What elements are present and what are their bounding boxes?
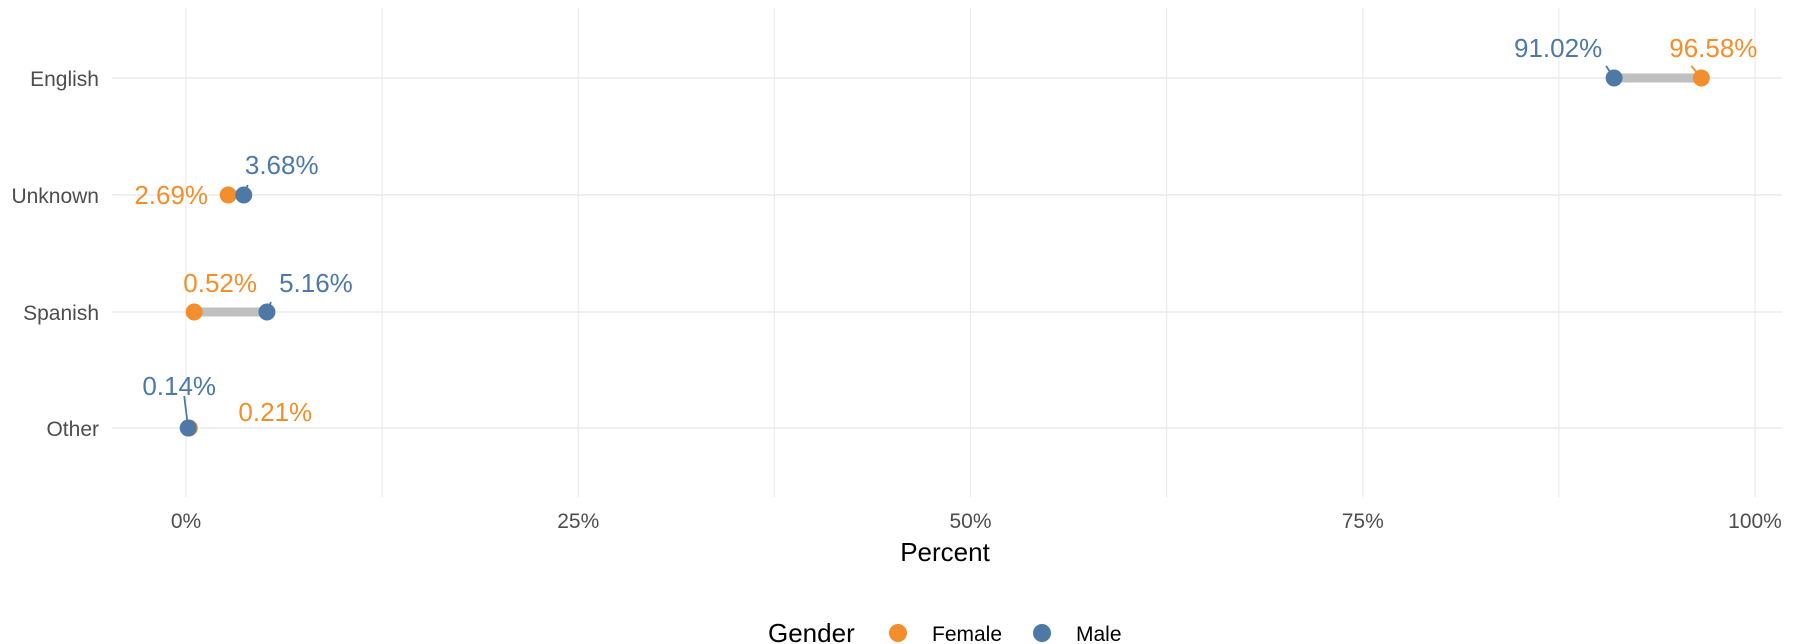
data-label-female: 0.21% — [238, 397, 312, 427]
x-tick-label: 25% — [557, 510, 599, 533]
point-male — [235, 186, 253, 204]
connector-lines — [188, 73, 1702, 433]
x-tick-label: 75% — [1342, 510, 1384, 533]
x-tick-label: 100% — [1728, 510, 1782, 533]
label-leader-lines — [183, 65, 1703, 429]
y-tick-label: Unknown — [11, 185, 99, 208]
y-tick-label: Spanish — [23, 302, 99, 325]
point-female — [1692, 69, 1710, 87]
legend-key-female — [889, 624, 907, 642]
y-tick-label: Other — [46, 418, 99, 441]
data-label-female: 96.58% — [1669, 33, 1757, 63]
y-axis-ticks: English Unknown Spanish Other — [11, 68, 99, 441]
x-tick-label: 0% — [171, 510, 201, 533]
data-points — [179, 69, 1710, 437]
legend-label-male: Male — [1076, 623, 1122, 644]
point-male — [1605, 69, 1623, 87]
data-label-male: 0.14% — [142, 371, 216, 401]
point-male — [258, 303, 276, 321]
data-label-male: 3.68% — [245, 150, 319, 180]
x-tick-label: 50% — [949, 510, 991, 533]
point-female — [185, 303, 203, 321]
x-axis-title: Percent — [900, 537, 990, 567]
point-female — [219, 186, 237, 204]
x-axis-ticks: 0% 25% 50% 75% 100% — [171, 510, 1782, 533]
point-male — [179, 419, 197, 437]
y-tick-label: English — [30, 68, 99, 91]
legend-key-male — [1033, 624, 1051, 642]
data-label-male: 5.16% — [279, 268, 353, 298]
data-label-female: 2.69% — [134, 180, 208, 210]
grid-layer — [112, 8, 1782, 497]
legend-title: Gender — [768, 618, 855, 644]
data-label-male: 91.02% — [1514, 33, 1602, 63]
data-label-female: 0.52% — [183, 268, 257, 298]
legend-label-female: Female — [932, 623, 1002, 644]
legend: Gender Female Male — [768, 618, 1122, 644]
data-labels: 96.58% 2.69% 0.52% 0.21% 91.02% 3.68% 5.16% 0.1… — [134, 33, 1757, 427]
